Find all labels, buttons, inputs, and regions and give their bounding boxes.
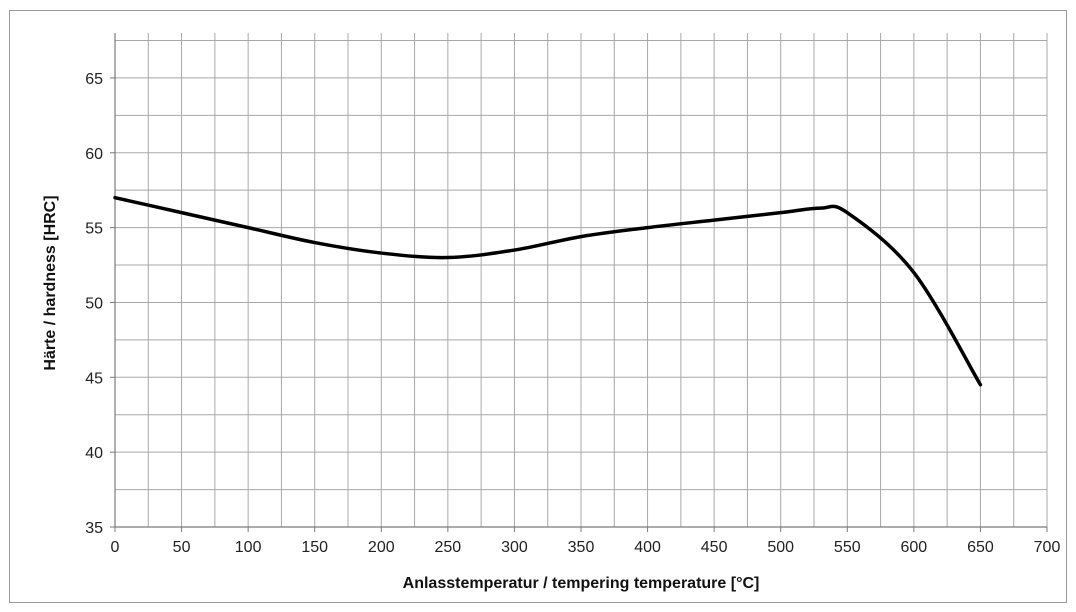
- x-tick-label: 500: [767, 539, 794, 556]
- x-tick-label: 300: [501, 539, 528, 556]
- axes: [110, 33, 1048, 532]
- x-tick-label: 350: [568, 539, 595, 556]
- y-tick-label: 50: [85, 295, 103, 312]
- x-tick-label: 200: [368, 539, 395, 556]
- y-tick-label: 55: [85, 221, 103, 238]
- x-tick-label: 400: [634, 539, 661, 556]
- x-tick-labels: 0 50 100 150 200 250 300 350 400 450 500 550 600 650 7…: [111, 539, 1061, 556]
- chart-frame: [9, 10, 1067, 603]
- y-tick-label: 40: [85, 445, 103, 462]
- y-tick-label: 65: [85, 71, 103, 88]
- y-tick-label: 60: [85, 146, 103, 163]
- x-tick-label: 150: [301, 539, 328, 556]
- series-layer: [113, 195, 983, 387]
- y-axis-title: Härte / hardness [HRC]: [42, 195, 59, 370]
- x-tick-label: 600: [901, 539, 928, 556]
- x-tick-label: 0: [111, 539, 120, 556]
- x-tick-label: 100: [235, 539, 262, 556]
- x-tick-label: 700: [1034, 539, 1061, 556]
- x-tick-label: 50: [173, 539, 191, 556]
- x-tick-label: 650: [967, 539, 994, 556]
- y-tick-labels: 35 40 45 50 55 60 65: [85, 71, 103, 537]
- x-axis-title: Anlasstemperatur / tempering temperature…: [403, 575, 760, 592]
- y-tick-label: 45: [85, 370, 103, 387]
- x-tick-label: 450: [701, 539, 728, 556]
- y-tick-label: 35: [85, 520, 103, 537]
- series-line: [113, 195, 983, 387]
- grid: [114, 33, 1048, 528]
- x-tick-label: 550: [834, 539, 861, 556]
- x-tick-label: 250: [435, 539, 462, 556]
